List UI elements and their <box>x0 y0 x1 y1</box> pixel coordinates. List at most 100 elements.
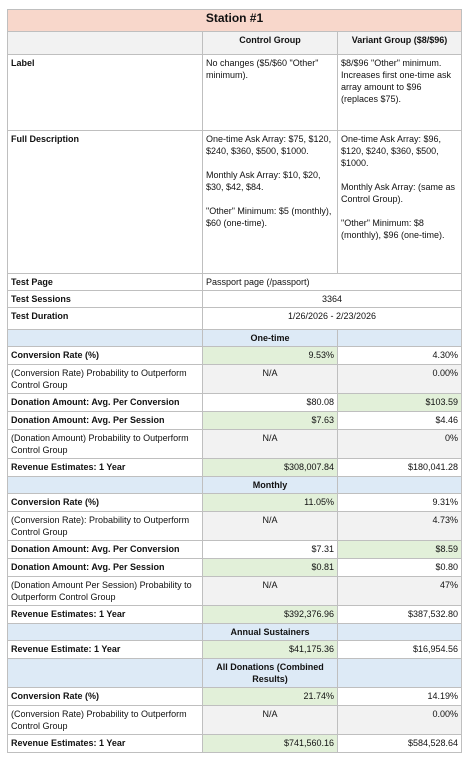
label-row: Label No changes ($5/$60 "Other" minimum… <box>7 54 462 131</box>
conversion-rate-row: Conversion Rate (%) 21.74% 14.19% <box>7 687 462 706</box>
test-duration-value[interactable]: 1/26/2026 - 2/23/2026 <box>202 307 462 330</box>
control-value[interactable]: 9.53% <box>202 346 338 365</box>
variant-value[interactable]: $0.80 <box>337 558 462 577</box>
control-value[interactable]: $41,175.36 <box>202 640 338 659</box>
title-row: Station #1 <box>7 9 462 32</box>
variant-label-cell[interactable]: $8/$96 "Other" minimum. Increases first … <box>337 54 462 131</box>
probability-row: (Donation Amount) Probability to Outperf… <box>7 429 462 459</box>
header-empty-cell[interactable] <box>7 31 203 55</box>
row-label[interactable]: Full Description <box>7 130 203 274</box>
section-left-blank[interactable] <box>7 476 203 494</box>
row-label[interactable]: Conversion Rate (%) <box>7 687 203 706</box>
control-value[interactable]: N/A <box>202 364 338 394</box>
test-page-value[interactable]: Passport page (/passport) <box>202 273 462 291</box>
row-label[interactable]: Revenue Estimate: 1 Year <box>7 640 203 659</box>
probability-row: (Conversion Rate) Probability to Outperf… <box>7 364 462 394</box>
variant-value[interactable]: $4.46 <box>337 411 462 430</box>
probability-row: (Donation Amount Per Session) Probabilit… <box>7 576 462 606</box>
variant-value[interactable]: 9.31% <box>337 493 462 512</box>
variant-value[interactable]: $8.59 <box>337 540 462 559</box>
section-left-blank[interactable] <box>7 329 203 347</box>
control-value[interactable]: $392,376.96 <box>202 605 338 624</box>
row-label[interactable]: Revenue Estimates: 1 Year <box>7 605 203 624</box>
row-label[interactable]: Test Duration <box>7 307 203 330</box>
row-label[interactable]: Test Page <box>7 273 203 291</box>
section-title-annual[interactable]: Annual Sustainers <box>202 623 338 641</box>
conversion-rate-row: Conversion Rate (%) 9.53% 4.30% <box>7 346 462 365</box>
variant-value[interactable]: $387,532.80 <box>337 605 462 624</box>
variant-description-cell[interactable]: One-time Ask Array: $96, $120, $240, $36… <box>337 130 462 274</box>
avg-per-conversion-row: Donation Amount: Avg. Per Conversion $7.… <box>7 540 462 559</box>
variant-value[interactable]: 4.73% <box>337 511 462 541</box>
avg-per-session-row: Donation Amount: Avg. Per Session $0.81 … <box>7 558 462 577</box>
variant-value[interactable]: 0.00% <box>337 705 462 735</box>
variant-value[interactable]: 4.30% <box>337 346 462 365</box>
variant-value[interactable]: 0% <box>337 429 462 459</box>
control-description-cell[interactable]: One-time Ask Array: $75, $120, $240, $36… <box>202 130 338 274</box>
section-right-blank[interactable] <box>337 329 462 347</box>
variant-value[interactable]: $180,041.28 <box>337 458 462 477</box>
variant-value[interactable]: 14.19% <box>337 687 462 706</box>
row-label[interactable]: Conversion Rate (%) <box>7 493 203 512</box>
row-label[interactable]: (Conversion Rate): Probability to Outper… <box>7 511 203 541</box>
row-label[interactable]: Donation Amount: Avg. Per Conversion <box>7 393 203 412</box>
avg-per-conversion-row: Donation Amount: Avg. Per Conversion $80… <box>7 393 462 412</box>
variant-value[interactable]: $584,528.64 <box>337 734 462 753</box>
row-label[interactable]: (Donation Amount Per Session) Probabilit… <box>7 576 203 606</box>
section-left-blank[interactable] <box>7 658 203 688</box>
row-label[interactable]: Test Sessions <box>7 290 203 308</box>
station-title[interactable]: Station #1 <box>7 9 462 32</box>
variant-value[interactable]: 47% <box>337 576 462 606</box>
section-title-all[interactable]: All Donations (Combined Results) <box>202 658 338 688</box>
test-page-row: Test Page Passport page (/passport) <box>7 273 462 291</box>
control-value[interactable]: $80.08 <box>202 393 338 412</box>
avg-per-session-row: Donation Amount: Avg. Per Session $7.63 … <box>7 411 462 430</box>
row-label[interactable]: Label <box>7 54 203 131</box>
control-group-header[interactable]: Control Group <box>202 31 338 55</box>
control-value[interactable]: 11.05% <box>202 493 338 512</box>
row-label[interactable]: Revenue Estimates: 1 Year <box>7 734 203 753</box>
control-value[interactable]: 21.74% <box>202 687 338 706</box>
test-sessions-value[interactable]: 3364 <box>202 290 462 308</box>
control-value[interactable]: N/A <box>202 576 338 606</box>
row-label[interactable]: Revenue Estimates: 1 Year <box>7 458 203 477</box>
section-title-one-time[interactable]: One-time <box>202 329 338 347</box>
test-sessions-row: Test Sessions 3364 <box>7 290 462 308</box>
section-right-blank[interactable] <box>337 476 462 494</box>
revenue-row: Revenue Estimates: 1 Year $392,376.96 $3… <box>7 605 462 624</box>
row-label[interactable]: (Conversion Rate) Probability to Outperf… <box>7 705 203 735</box>
row-label[interactable]: (Donation Amount) Probability to Outperf… <box>7 429 203 459</box>
row-label[interactable]: Donation Amount: Avg. Per Session <box>7 558 203 577</box>
variant-group-header[interactable]: Variant Group ($8/$96) <box>337 31 462 55</box>
row-label[interactable]: Conversion Rate (%) <box>7 346 203 365</box>
column-header-row: Control Group Variant Group ($8/$96) <box>7 31 462 55</box>
row-label[interactable]: (Conversion Rate) Probability to Outperf… <box>7 364 203 394</box>
row-label[interactable]: Donation Amount: Avg. Per Session <box>7 411 203 430</box>
row-label[interactable]: Donation Amount: Avg. Per Conversion <box>7 540 203 559</box>
section-right-blank[interactable] <box>337 623 462 641</box>
section-header-row: All Donations (Combined Results) <box>7 658 462 688</box>
section-left-blank[interactable] <box>7 623 203 641</box>
control-value[interactable]: N/A <box>202 429 338 459</box>
revenue-row: Revenue Estimates: 1 Year $308,007.84 $1… <box>7 458 462 477</box>
full-description-row: Full Description One-time Ask Array: $75… <box>7 130 462 274</box>
variant-value[interactable]: 0.00% <box>337 364 462 394</box>
control-value[interactable]: $7.31 <box>202 540 338 559</box>
control-label-cell[interactable]: No changes ($5/$60 "Other" minimum). <box>202 54 338 131</box>
revenue-row: Revenue Estimates: 1 Year $741,560.16 $5… <box>7 734 462 753</box>
section-right-blank[interactable] <box>337 658 462 688</box>
section-header-row: Annual Sustainers <box>7 623 462 641</box>
control-value[interactable]: $308,007.84 <box>202 458 338 477</box>
control-value[interactable]: $7.63 <box>202 411 338 430</box>
section-header-row: Monthly <box>7 476 462 494</box>
control-value[interactable]: N/A <box>202 511 338 541</box>
control-value[interactable]: $741,560.16 <box>202 734 338 753</box>
probability-row: (Conversion Rate) Probability to Outperf… <box>7 705 462 735</box>
control-value[interactable]: N/A <box>202 705 338 735</box>
section-header-row: One-time <box>7 329 462 347</box>
test-duration-row: Test Duration 1/26/2026 - 2/23/2026 <box>7 307 462 330</box>
variant-value[interactable]: $16,954.56 <box>337 640 462 659</box>
control-value[interactable]: $0.81 <box>202 558 338 577</box>
variant-value[interactable]: $103.59 <box>337 393 462 412</box>
section-title-monthly[interactable]: Monthly <box>202 476 338 494</box>
